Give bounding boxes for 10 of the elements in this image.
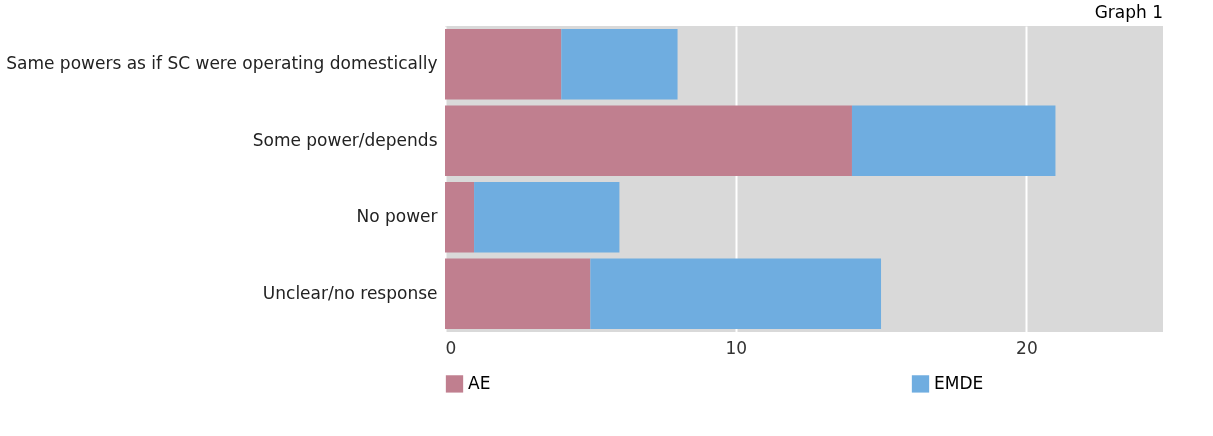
y-tick-label: Unclear/no response <box>262 282 438 303</box>
x-tick-label: 20 <box>1016 337 1038 358</box>
x-tick-label: 10 <box>725 337 748 358</box>
y-tick-label: Same powers as if SC were operating domestically <box>6 53 438 74</box>
y-tick-label: Some power/depends <box>252 129 438 150</box>
chart-title: Graph 1 <box>1094 2 1163 22</box>
x-tick-label: 0 <box>445 337 457 358</box>
legend-label: AE <box>468 372 491 393</box>
y-tick-label: No power <box>356 206 438 227</box>
legend-label: EMDE <box>934 372 984 393</box>
